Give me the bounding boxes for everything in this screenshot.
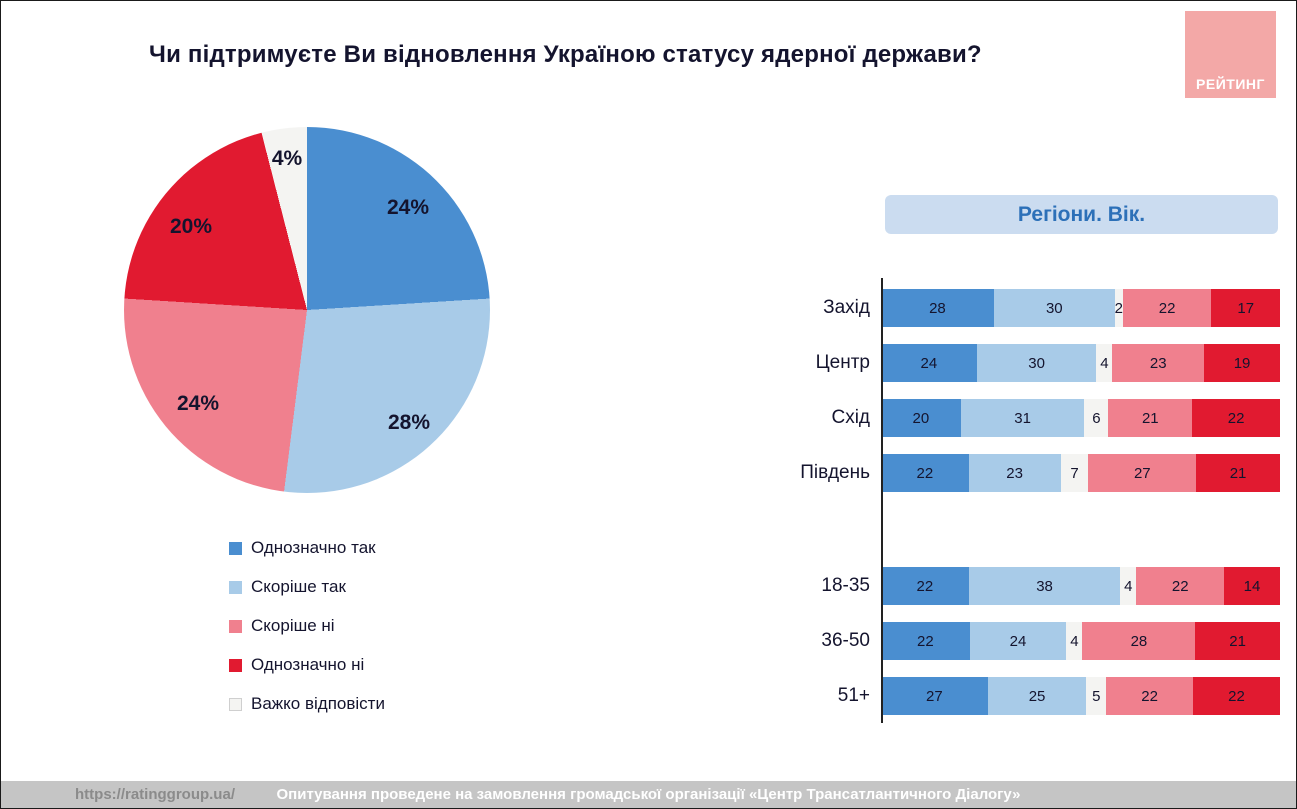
bar-segment: 21 <box>1195 622 1280 660</box>
legend-swatch <box>229 658 242 672</box>
bar-row-label: Південь <box>800 462 870 483</box>
legend-item: Скоріше так <box>229 578 385 596</box>
bar-segment: 22 <box>1192 399 1280 437</box>
bar-segment: 28 <box>881 289 994 327</box>
bar-segment: 30 <box>993 289 1115 327</box>
bar-segment: 22 <box>1136 567 1225 605</box>
legend-swatch <box>229 580 242 594</box>
page-title: Чи підтримуєте Ви відновлення Україною с… <box>149 41 982 68</box>
bar-row-label: Захід <box>823 297 870 318</box>
legend-item: Однозначно так <box>229 539 385 557</box>
bar-segment: 21 <box>1108 399 1193 437</box>
stacked-bar-chart: Захід 28 30 2 22 17 Центр 24 30 4 23 19 Схід 20 31 6 21 2… <box>794 278 1280 732</box>
bar-segment: 4 <box>1066 622 1083 660</box>
bar-row-Захід: Захід 28 30 2 22 17 <box>794 289 1280 327</box>
pie-chart-area: 24% 28% 24% 20% 4% <box>124 127 490 493</box>
bar-row-label: Центр <box>815 352 870 373</box>
bar-segment: 22 <box>1106 677 1194 715</box>
bar-segment: 30 <box>976 344 1097 382</box>
panel-header-label: Регіони. Вік. <box>1017 202 1146 226</box>
bar-row-label: 51+ <box>837 685 870 706</box>
legend-label: Однозначно так <box>251 538 376 557</box>
bar-row-36-50: 36-50 22 24 4 28 21 <box>794 622 1280 660</box>
bar-row-51+: 51+ 27 25 5 22 22 <box>794 677 1280 715</box>
bar-segment: 22 <box>881 622 970 660</box>
pie-value-label: 4% <box>271 147 303 170</box>
bar-segment: 5 <box>1086 677 1107 715</box>
legend-label: Важко відповісти <box>251 694 385 713</box>
bar-segment: 6 <box>1084 399 1109 437</box>
bar-segment: 7 <box>1060 454 1089 492</box>
pie-value-label: 28% <box>387 411 431 434</box>
bar-track: 28 30 2 22 17 <box>881 289 1280 327</box>
bar-segment: 23 <box>1112 344 1205 382</box>
footer-note: Опитування проведене на замовлення грома… <box>276 786 1021 803</box>
bar-segment: 14 <box>1224 567 1280 605</box>
bar-segment: 27 <box>1088 454 1197 492</box>
legend-item: Однозначно ні <box>229 656 385 674</box>
bar-segment: 25 <box>987 677 1087 715</box>
bar-row-label: 18-35 <box>821 575 870 596</box>
bar-segment: 24 <box>881 344 977 382</box>
pie-value-label: 24% <box>386 196 430 219</box>
legend-swatch <box>229 541 242 555</box>
bar-segment: 21 <box>1196 454 1280 492</box>
bar-segment: 2 <box>1115 289 1123 327</box>
bar-segment: 28 <box>1082 622 1196 660</box>
bar-row-Центр: Центр 24 30 4 23 19 <box>794 344 1280 382</box>
bar-row-label: Схід <box>831 407 870 428</box>
bar-segment: 27 <box>881 677 988 715</box>
bar-segment: 17 <box>1211 289 1280 327</box>
pie-value-label: 20% <box>169 215 213 238</box>
bar-segment: 4 <box>1096 344 1113 382</box>
legend-item: Скоріше ні <box>229 617 385 635</box>
bar-segment: 22 <box>881 567 969 605</box>
rating-logo-text: РЕЙТИНГ <box>1196 76 1265 92</box>
bar-track: 22 24 4 28 21 <box>881 622 1280 660</box>
legend-swatch <box>229 697 242 711</box>
pie-chart <box>124 127 490 493</box>
legend-label: Скоріше так <box>251 577 346 596</box>
bars-groups: Захід 28 30 2 22 17 Центр 24 30 4 23 19 Схід 20 31 6 21 2… <box>794 289 1280 715</box>
pie-value-label: 24% <box>176 392 220 415</box>
legend-item: Важко відповісти <box>229 695 385 713</box>
bar-row-Схід: Схід 20 31 6 21 22 <box>794 399 1280 437</box>
legend-swatch <box>229 619 242 633</box>
bar-segment: 22 <box>1122 289 1212 327</box>
bar-row-Південь: Південь 22 23 7 27 21 <box>794 454 1280 492</box>
axis-line <box>881 278 883 723</box>
legend-label: Скоріше ні <box>251 616 335 635</box>
legend: Однозначно так Скоріше так Скоріше ні Одноз… <box>229 539 385 713</box>
panel-header: Регіони. Вік. <box>885 195 1278 234</box>
footer-bar: https://ratinggroup.ua/ Опитування прове… <box>1 781 1296 808</box>
source-link[interactable]: https://ratinggroup.ua/ <box>75 786 235 803</box>
bar-segment: 22 <box>1193 677 1280 715</box>
bar-segment: 23 <box>968 454 1061 492</box>
bar-segment: 24 <box>969 622 1067 660</box>
bar-segment: 4 <box>1120 567 1137 605</box>
bar-segment: 19 <box>1204 344 1280 382</box>
bar-track: 22 38 4 22 14 <box>881 567 1280 605</box>
bar-segment: 22 <box>881 454 969 492</box>
bar-segment: 31 <box>960 399 1085 437</box>
bar-track: 20 31 6 21 22 <box>881 399 1280 437</box>
rating-logo: РЕЙТИНГ <box>1185 11 1276 98</box>
bar-row-label: 36-50 <box>821 630 870 651</box>
legend-label: Однозначно ні <box>251 655 365 674</box>
bar-track: 27 25 5 22 22 <box>881 677 1280 715</box>
bar-track: 22 23 7 27 21 <box>881 454 1280 492</box>
bar-row-18-35: 18-35 22 38 4 22 14 <box>794 567 1280 605</box>
bar-segment: 38 <box>968 567 1121 605</box>
bar-track: 24 30 4 23 19 <box>881 344 1280 382</box>
bar-segment: 20 <box>881 399 961 437</box>
